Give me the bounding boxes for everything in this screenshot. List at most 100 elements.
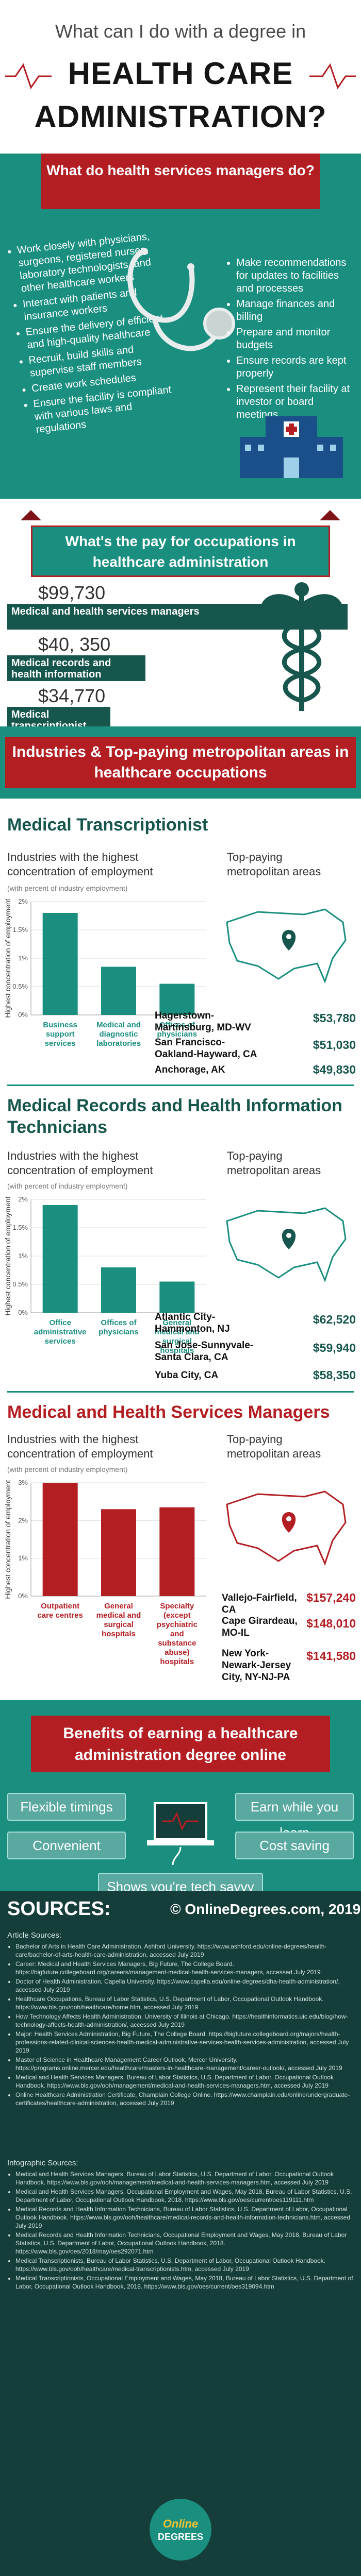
metro-city: New York-Newark-Jersey City, NY-NJ-PA: [222, 1648, 291, 1683]
y-tick-label: 1%: [18, 1554, 28, 1562]
metro-salary: $51,030: [313, 1038, 356, 1052]
benefit-pill: Earn while you learn: [235, 1793, 354, 1840]
list-item: Represent their facility at investor or …: [236, 383, 356, 421]
areas-heading: Top-paying metropolitan areas: [227, 851, 321, 878]
x-tick-label: Medical and: [96, 1021, 141, 1029]
y-tick-label: 1%: [18, 1252, 28, 1260]
chart-bar: [159, 984, 195, 1015]
x-tick-label: and: [170, 1630, 184, 1638]
benefit-pill: Flexible timings: [7, 1793, 126, 1821]
copyright: © OnlineDegrees.com, 2019: [170, 1901, 361, 1917]
chart-bar: [159, 1281, 195, 1313]
logo-word2: DEGREES: [158, 2532, 203, 2542]
laptop-icon: [147, 1802, 214, 1866]
chart-bar: [42, 1205, 78, 1313]
x-tick-label: Specialty: [160, 1602, 194, 1611]
y-tick-label: 0.5%: [12, 982, 28, 990]
caduceus-icon: [260, 582, 343, 711]
article-sources-heading: Article Sources:: [7, 1931, 62, 1940]
areas-heading: Top-paying metropolitan areas: [227, 1149, 321, 1177]
metro-city: San Jose-Sunnyvale-Santa Clara, CA: [155, 1340, 254, 1363]
x-tick-label: surgical: [104, 1620, 134, 1629]
chart-bar: [42, 1483, 78, 1596]
x-tick-label: hospitals: [160, 1346, 194, 1355]
benefit-pill: Convenient: [7, 1832, 126, 1859]
source-item: Medical Records and Health Information T…: [15, 2205, 354, 2230]
industries-note: (with percent of industry employment): [7, 1465, 128, 1473]
us-map-icon: [226, 1207, 347, 1283]
pay-amount: $34,770: [38, 685, 106, 706]
list-item: Prepare and monitor budgets: [236, 326, 356, 352]
x-tick-label: Offices of: [159, 1021, 195, 1029]
x-tick-label: Business: [43, 1021, 77, 1029]
benefits-banner: Benefits of earning a healthcare adminis…: [31, 1716, 330, 1772]
x-tick-label: Offices of: [101, 1318, 137, 1327]
source-item: Healthcare Occupations, Bureau of Labor …: [15, 1995, 354, 2011]
y-tick-label: 1.5%: [12, 1224, 28, 1231]
hospital-icon: [240, 416, 343, 478]
header: What can I do with a degree in HEALTH CA…: [0, 0, 361, 155]
infographic-sources-heading: Infographic Sources:: [7, 2159, 78, 2167]
metro-salary: $59,940: [313, 1341, 356, 1354]
pay-bar: Medical records and health information t…: [7, 655, 145, 691]
source-item: Doctor of Health Administration, Capella…: [15, 1977, 354, 1994]
metro-city: Vallejo-Fairfield, CA: [222, 1592, 297, 1615]
x-tick-label: diagnostic: [99, 1030, 138, 1039]
x-tick-label: hospitals: [102, 1630, 136, 1638]
source-item: Medical and Health Services Managers, Bu…: [15, 2170, 354, 2187]
sources-section: SOURCES: © OnlineDegrees.com, 2019 Artic…: [0, 1891, 361, 2576]
site-logo: Online DEGREES: [150, 2499, 211, 2561]
x-tick-label: psychiatric: [157, 1620, 198, 1629]
ribbon-decoration: [21, 510, 340, 520]
heartbeat-icon: [5, 63, 356, 90]
logo-word1: Online: [163, 2517, 198, 2530]
chart-bar: [101, 1509, 136, 1596]
y-tick-label: 2%: [18, 1516, 28, 1524]
x-tick-label: physicians: [99, 1328, 139, 1336]
us-map-icon: [226, 908, 347, 984]
list-item: Ensure records are kept properly: [236, 354, 356, 380]
source-item: Medical Transcriptionists, Bureau of Lab…: [15, 2257, 354, 2273]
x-tick-label: physicians: [157, 1030, 198, 1039]
us-map-icon: [226, 1490, 347, 1566]
source-item: Career: Medical and Health Services Mana…: [15, 1960, 354, 1976]
pay-amount: $99,730: [38, 582, 106, 603]
metro-salary: $62,520: [313, 1313, 356, 1326]
pay-row: $40, 350 Medical records and health info…: [7, 634, 145, 691]
y-tick-label: 0%: [18, 1309, 28, 1316]
x-tick-label: hospitals: [160, 1657, 194, 1666]
metro-salary: $141,580: [306, 1649, 356, 1663]
article-sources-list: Bachelor of Arts in Health Care Administ…: [7, 1942, 354, 2108]
industries-banner-text: Industries & Top-paying metropolitan are…: [5, 737, 356, 788]
y-tick-label: 0%: [18, 1011, 28, 1019]
y-tick-label: 2%: [18, 897, 28, 905]
y-axis-label: Highest concentration of employment: [4, 1480, 12, 1599]
x-tick-label: services: [45, 1337, 76, 1346]
x-tick-label: administrative: [34, 1328, 87, 1336]
bar-chart: Highest concentration of employment 0% 1% 2…: [4, 1479, 206, 1666]
divider: [7, 1084, 354, 1086]
source-item: Medical Transcriptionists, Occupational …: [15, 2274, 354, 2291]
x-tick-label: care centres: [37, 1611, 83, 1620]
chart-bar: [101, 967, 136, 1015]
source-item: Master of Science in Healthcare Manageme…: [15, 2056, 354, 2072]
duties-right-list: Make recommendations for updates to faci…: [227, 257, 356, 424]
industries-banner: Industries & Top-paying metropolitan are…: [0, 726, 361, 799]
y-tick-label: 0.5%: [12, 1280, 28, 1288]
metro-salary: $157,240: [306, 1591, 356, 1604]
metro-city: San Francisco-Oakland-Hayward, CA: [155, 1037, 257, 1060]
metro-city: Yuba City, CA: [155, 1370, 219, 1381]
y-tick-label: 1.5%: [12, 926, 28, 934]
page-title-line1: HEALTH CARE: [68, 56, 293, 91]
duties-banner: What do health services managers do?: [41, 154, 320, 209]
section-title: Medical Transcriptionist: [7, 815, 208, 835]
chart-bar: [159, 1507, 195, 1596]
industries-note: (with percent of industry employment): [7, 884, 128, 892]
x-tick-label: Office: [49, 1318, 71, 1327]
source-item: Online Healthcare Administration Certifi…: [15, 2091, 354, 2107]
bar-chart: Highest concentration of employment 0% 0.5…: [4, 897, 206, 1048]
industries-note: (with percent of industry employment): [7, 1182, 128, 1190]
industries-heading: Industries with the highest concentratio…: [7, 1149, 153, 1177]
y-tick-label: 1%: [18, 954, 28, 962]
